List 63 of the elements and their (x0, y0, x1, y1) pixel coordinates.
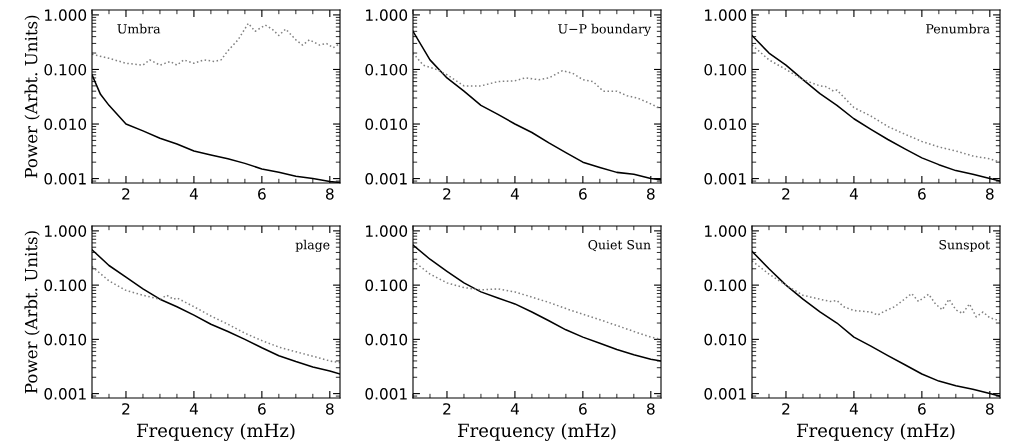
x-tick-label: 4 (189, 403, 198, 415)
y-tick-label: 0.010 (704, 333, 747, 346)
y-tick-label: 0.001 (704, 388, 746, 400)
x-tick-label: 6 (918, 403, 926, 415)
y-tick-label: 0.100 (704, 63, 747, 76)
x-tick-label: 4 (189, 188, 198, 200)
text: Umbra (117, 23, 161, 34)
x-tick-label: 6 (258, 188, 266, 200)
x-tick-label: 2 (782, 188, 790, 200)
x-tick-label: 4 (510, 403, 519, 415)
y-tick-label: 0.010 (365, 118, 408, 131)
y-tick-label: 1.000 (45, 9, 87, 21)
y-tick-label: 0.001 (44, 388, 86, 400)
x-tick-label: 6 (579, 188, 587, 200)
y-tick-label: 1.000 (705, 9, 747, 21)
x-axis-title: Frequency (mHz) (797, 423, 955, 441)
x-tick-label: 6 (579, 403, 587, 415)
line-series (752, 260, 1000, 322)
x-tick-label: 8 (985, 403, 994, 415)
x-tick-label: 2 (443, 188, 451, 200)
y-tick-label: 0.100 (44, 279, 87, 292)
line-series (413, 260, 661, 341)
x-tick-label: 2 (782, 403, 790, 415)
y-tick-label: 0.100 (365, 63, 408, 76)
x-tick-label: 8 (985, 188, 994, 200)
y-tick-label: 0.100 (704, 279, 747, 292)
y-tick-label: 0.010 (44, 333, 87, 346)
y-axis-title: Power (Arbt. Units) (24, 231, 40, 394)
text: U−P boundary (558, 23, 652, 37)
y-tick-label: 1.000 (366, 9, 408, 21)
y-tick-label: 0.001 (365, 388, 407, 400)
x-axis-title: Frequency (mHz) (137, 423, 295, 441)
x-tick-label: 2 (122, 403, 130, 415)
y-tick-label: 0.010 (704, 118, 747, 131)
x-tick-label: 6 (918, 188, 926, 200)
y-tick-label: 0.001 (44, 173, 86, 185)
y-tick-label: 0.001 (704, 173, 746, 185)
x-tick-label: 4 (849, 403, 858, 415)
y-tick-label: 0.001 (365, 173, 407, 185)
y-tick-label: 0.010 (44, 118, 87, 131)
text: Penumbra (926, 23, 990, 34)
y-tick-label: 0.010 (365, 333, 408, 346)
y-tick-label: 0.100 (365, 279, 408, 292)
x-axis-title: Frequency (mHz) (458, 423, 616, 441)
text: plage (295, 239, 330, 253)
y-tick-label: 0.100 (44, 63, 87, 76)
x-tick-label: 8 (325, 188, 334, 200)
y-tick-label: 1.000 (366, 225, 408, 237)
x-tick-label: 6 (258, 403, 266, 415)
text: Sunspot (939, 239, 990, 252)
y-tick-label: 1.000 (705, 225, 747, 237)
x-tick-label: 2 (443, 403, 451, 415)
y-tick-label: 1.000 (45, 225, 87, 237)
x-tick-label: 8 (325, 403, 334, 415)
line-series (752, 44, 1000, 163)
x-tick-label: 4 (510, 188, 519, 200)
x-tick-label: 8 (646, 188, 655, 200)
y-axis-title: Power (Arbt. Units) (24, 15, 40, 178)
x-tick-label: 8 (646, 403, 655, 415)
line-series (92, 22, 340, 66)
text: Quiet Sun (588, 239, 651, 252)
x-tick-label: 2 (122, 188, 130, 200)
x-tick-label: 4 (849, 188, 858, 200)
